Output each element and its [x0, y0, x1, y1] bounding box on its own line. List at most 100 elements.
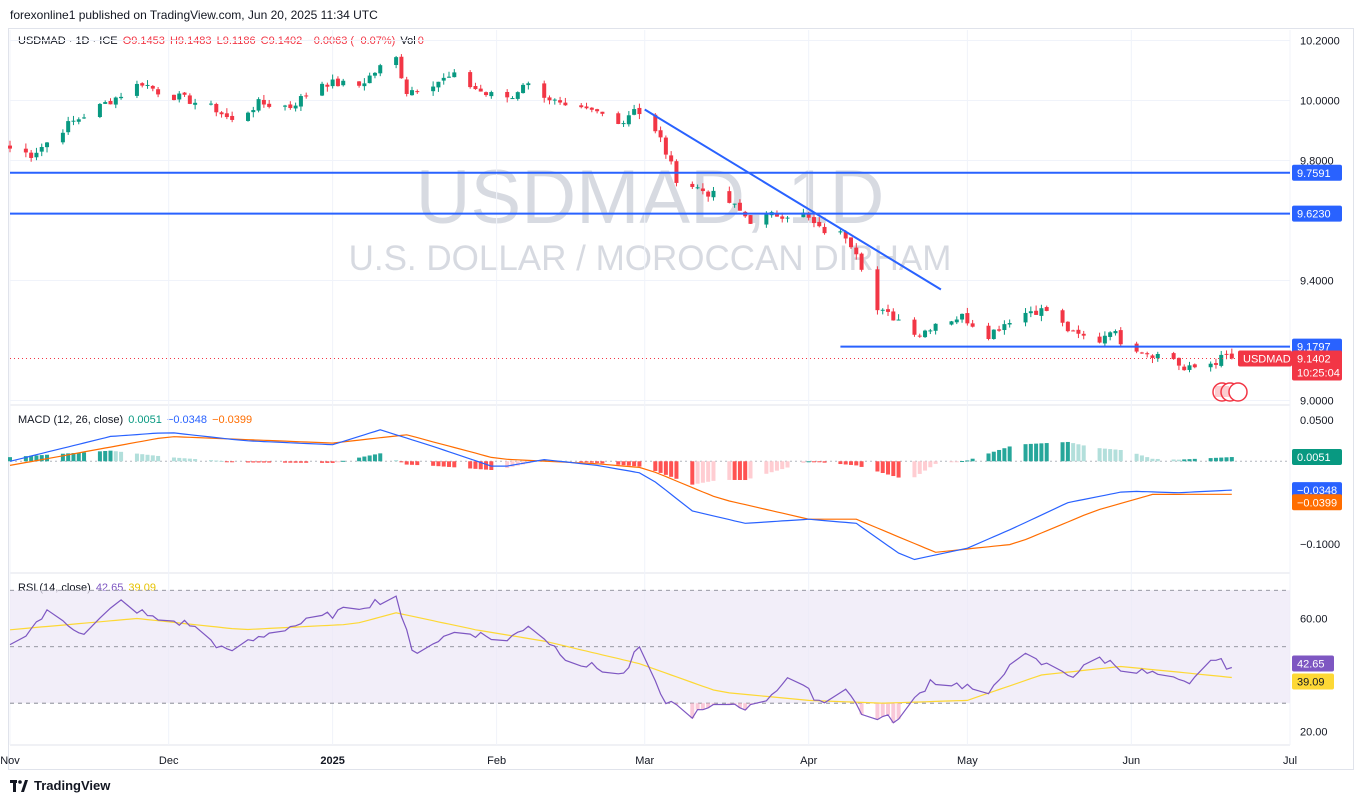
macd-histogram-bar — [372, 454, 377, 462]
candle-body — [23, 148, 28, 153]
candle-body — [1213, 363, 1218, 365]
macd-line-tag-label: −0.0348 — [1297, 485, 1337, 497]
rsi-ma-tag-label: 39.09 — [1297, 677, 1325, 689]
macd-histogram-bar — [66, 453, 71, 462]
candle-body — [1150, 355, 1155, 358]
candle-body — [695, 187, 700, 189]
candle-body — [415, 91, 420, 93]
publish-line: forexonline1 published on TradingView.co… — [10, 8, 378, 22]
candle-body — [986, 325, 991, 339]
macd-histogram-bar — [320, 461, 325, 463]
macd-histogram-bar — [304, 461, 309, 463]
candle-body — [510, 98, 515, 100]
candle-body — [1060, 310, 1065, 323]
macd-histogram-bar — [1060, 442, 1065, 462]
symbol-tag — [1238, 350, 1292, 367]
macd-histogram-bar — [224, 461, 229, 463]
price-tick-label: 9.4000 — [1300, 276, 1334, 288]
candle-body — [954, 319, 959, 323]
candle-body — [886, 309, 891, 312]
candle-body — [637, 107, 642, 115]
last-price-label: 9.1402 — [1297, 353, 1331, 365]
candle-body — [71, 120, 76, 122]
macd-histogram-bar — [917, 461, 922, 474]
macd-histogram-bar — [82, 452, 87, 462]
candle-body — [1176, 357, 1181, 366]
candle-body — [362, 83, 367, 87]
candle-body — [653, 114, 658, 132]
rsi-oversold-fill — [886, 703, 891, 715]
candle-body — [748, 215, 753, 224]
macd-histogram-bar — [970, 458, 975, 462]
level-price-label: 9.6230 — [1297, 209, 1331, 221]
macd-histogram-bar — [579, 461, 584, 463]
candle-body — [764, 214, 769, 225]
footer-brand[interactable]: TradingView — [34, 778, 111, 793]
macd-histogram-bar — [1044, 443, 1049, 462]
macd-histogram-bar — [1039, 443, 1044, 462]
candle-body — [484, 92, 489, 96]
candle-body — [1007, 323, 1012, 325]
candle-body — [505, 91, 510, 98]
candle-body — [246, 112, 251, 121]
macd-histogram-bar — [928, 461, 933, 468]
candle-body — [473, 85, 478, 90]
macd-histogram-bar — [1150, 458, 1155, 462]
macd-histogram-bar — [1213, 457, 1218, 462]
candle-body — [76, 119, 81, 122]
macd-histogram-bar — [230, 461, 235, 463]
candle-body — [584, 106, 589, 109]
candle-body — [208, 103, 213, 105]
macd-histogram-bar — [854, 461, 859, 466]
rsi-oversold-fill — [875, 703, 880, 720]
macd-histogram-bar — [848, 461, 853, 465]
candle-body — [34, 152, 39, 158]
macd-histogram-bar — [1155, 458, 1160, 462]
macd-histogram-bar — [171, 457, 176, 462]
macd-histogram-bar — [621, 461, 626, 466]
macd-histogram-bar — [34, 455, 39, 462]
macd-histogram-bar — [113, 451, 118, 462]
candle-body — [891, 311, 896, 321]
macd-histogram-bar — [896, 461, 901, 478]
candle-body — [1171, 353, 1176, 360]
macd-histogram-bar — [637, 461, 642, 467]
candle-body — [171, 94, 176, 101]
date-tick-label: Jul — [1283, 755, 1297, 767]
candle-body — [378, 65, 383, 74]
level-price-tag — [1292, 205, 1342, 222]
macd-histogram-bar — [954, 461, 959, 463]
macd-histogram-bar — [441, 461, 446, 467]
candle-body — [1044, 307, 1049, 311]
macd-histogram-bar — [515, 461, 520, 466]
candle-body — [404, 79, 409, 94]
macd-histogram-bar — [1224, 457, 1229, 462]
candle-body — [558, 100, 563, 103]
macd-histogram-bar — [1002, 448, 1007, 462]
rsi-oversold-fill — [695, 703, 700, 710]
rsi-oversold-fill — [737, 703, 742, 708]
candle-body — [1187, 365, 1192, 370]
macd-histogram-bar — [484, 461, 489, 470]
candle-body — [817, 221, 822, 227]
candle-body — [970, 323, 975, 327]
date-tick-label: May — [957, 755, 978, 767]
candle-body — [1224, 353, 1229, 355]
macd-label[interactable]: MACD (12, 26, close) — [18, 414, 124, 426]
macd-line-tag — [1292, 482, 1342, 499]
candle-body — [1028, 311, 1033, 314]
macd-signal-value: −0.0399 — [212, 414, 253, 426]
candle-body — [917, 335, 922, 337]
date-tick-label: Nov — [0, 755, 20, 767]
macd-histogram-bar — [97, 451, 102, 462]
macd-histogram-bar — [838, 461, 843, 465]
macd-histogram-bar — [933, 461, 938, 464]
candle-body — [82, 117, 87, 119]
macd-histogram-bar — [1139, 455, 1144, 462]
macd-histogram-bar — [706, 461, 711, 482]
macd-histogram-bar — [298, 461, 303, 463]
candle-body — [616, 113, 621, 124]
rsi-value-tag — [1292, 655, 1334, 672]
candle-body — [923, 330, 928, 338]
